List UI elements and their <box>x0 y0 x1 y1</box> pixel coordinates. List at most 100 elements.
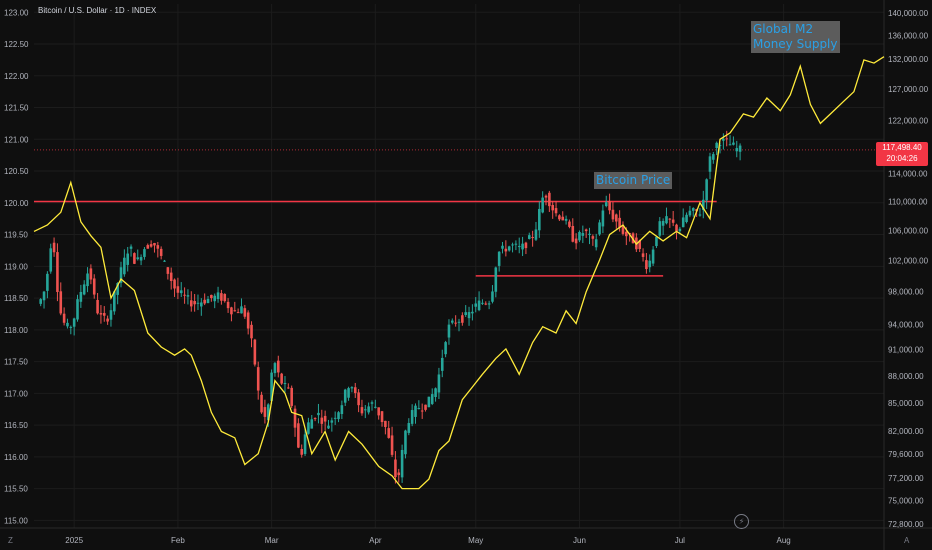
right-tick-label: 79,600.00 <box>888 450 924 459</box>
candle-body <box>564 218 568 221</box>
candle-body <box>189 300 193 307</box>
chart-title: Bitcoin / U.S. Dollar · 1D · INDEX <box>38 6 157 15</box>
left-tick-label: 120.50 <box>4 167 29 176</box>
candle-body <box>738 145 742 152</box>
candle-body <box>494 267 498 292</box>
candle-body <box>641 253 645 257</box>
candle-body <box>283 383 287 385</box>
candle-body <box>638 240 642 250</box>
candle-body <box>240 306 243 314</box>
candle-body <box>69 326 73 328</box>
candle-body <box>146 245 150 249</box>
candle-body <box>99 313 103 315</box>
candle-body <box>655 236 658 247</box>
auto-scale-button[interactable]: A <box>904 536 910 545</box>
lightning-icon[interactable]: ⚡ <box>734 514 749 529</box>
candle-body <box>290 387 293 406</box>
candle-body <box>645 260 648 270</box>
candle-body <box>420 410 424 412</box>
candle-body <box>561 216 565 221</box>
candle-body <box>715 142 718 149</box>
candle-body <box>206 298 210 304</box>
candle-body <box>487 303 491 305</box>
candle-body <box>263 407 267 417</box>
candle-body <box>601 210 605 227</box>
candle-body <box>337 412 340 420</box>
candle-body <box>400 449 404 478</box>
candle-body <box>534 229 538 240</box>
candle-body <box>427 396 431 408</box>
candle-body <box>501 245 504 249</box>
candle-body <box>527 235 531 239</box>
x-axis: 2025 Feb Mar Apr May Jun Jul Aug <box>65 536 790 545</box>
candle-body <box>92 278 96 295</box>
candle-body <box>698 214 702 216</box>
candle-body <box>678 228 682 232</box>
right-tick-label: 85,000.00 <box>888 399 924 408</box>
left-tick-label: 121.00 <box>4 135 29 144</box>
candle-body <box>558 215 561 220</box>
candle-body <box>417 408 421 410</box>
candle-body <box>457 321 461 323</box>
candle-body <box>658 221 662 236</box>
right-tick-label: 98,000.00 <box>888 288 924 297</box>
candle-body <box>347 388 350 398</box>
candle-body <box>89 268 93 280</box>
x-tick-label: Jun <box>573 536 586 545</box>
bar-countdown: 20:04:26 <box>886 154 918 163</box>
bitcoin-candles <box>39 130 742 484</box>
right-tick-label: 127,000.00 <box>888 85 929 94</box>
candle-body <box>464 312 467 315</box>
left-tick-label: 119.50 <box>4 231 28 240</box>
candle-body <box>163 260 166 262</box>
candle-body <box>159 248 163 256</box>
candle-body <box>360 407 364 414</box>
candle-body <box>82 284 86 295</box>
candle-body <box>394 459 397 478</box>
x-tick-label: Feb <box>171 536 185 545</box>
candle-body <box>183 294 186 296</box>
candle-body <box>507 246 511 251</box>
candle-body <box>484 303 488 305</box>
left-tick-label: 117.00 <box>4 389 28 398</box>
candle-body <box>139 257 143 261</box>
candle-body <box>333 417 337 419</box>
candle-body <box>216 292 220 300</box>
candle-body <box>193 300 196 305</box>
timezone-toggle-button[interactable]: Z <box>8 536 13 545</box>
right-tick-label: 91,000.00 <box>888 346 924 355</box>
candle-body <box>353 387 357 394</box>
candle-body <box>62 313 66 323</box>
candle-body <box>86 273 89 287</box>
candle-body <box>451 320 454 323</box>
candle-body <box>330 420 334 423</box>
candle-body <box>735 148 739 152</box>
candle-body <box>370 402 374 404</box>
candle-body <box>126 253 130 265</box>
right-tick-label: 77,200.00 <box>888 474 924 483</box>
candle-body <box>732 142 735 145</box>
candle-body <box>384 420 387 427</box>
current-price-value: 117,498.40 <box>882 143 922 152</box>
candle-body <box>618 217 621 228</box>
right-tick-label: 114,000.00 <box>888 170 928 179</box>
candle-body <box>307 422 310 434</box>
x-tick-label: Mar <box>265 536 279 545</box>
candle-body <box>363 409 367 411</box>
candle-body <box>42 291 46 301</box>
candle-body <box>440 357 444 371</box>
candle-body <box>491 291 494 302</box>
m2-annotation: Global M2 Money Supply <box>751 21 840 53</box>
candle-body <box>52 242 56 253</box>
candle-body <box>461 315 464 323</box>
candle-body <box>367 406 370 413</box>
candle-body <box>72 318 76 327</box>
x-tick-label: Apr <box>369 536 382 545</box>
candle-body <box>273 363 277 374</box>
candle-body <box>712 154 715 160</box>
candle-body <box>675 224 678 232</box>
candle-body <box>665 216 668 224</box>
candle-body <box>434 388 437 398</box>
candle-body <box>511 244 514 246</box>
